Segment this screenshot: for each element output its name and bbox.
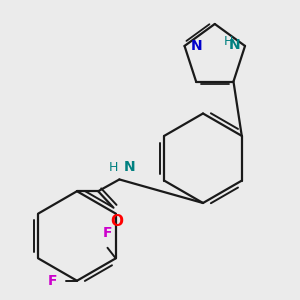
Text: O: O bbox=[110, 214, 124, 229]
Text: H: H bbox=[109, 160, 118, 174]
Text: F: F bbox=[47, 274, 57, 288]
Text: N: N bbox=[229, 38, 240, 52]
Text: H: H bbox=[224, 35, 233, 48]
Text: N: N bbox=[190, 39, 202, 53]
Text: F: F bbox=[103, 226, 112, 239]
Text: N: N bbox=[124, 160, 136, 174]
